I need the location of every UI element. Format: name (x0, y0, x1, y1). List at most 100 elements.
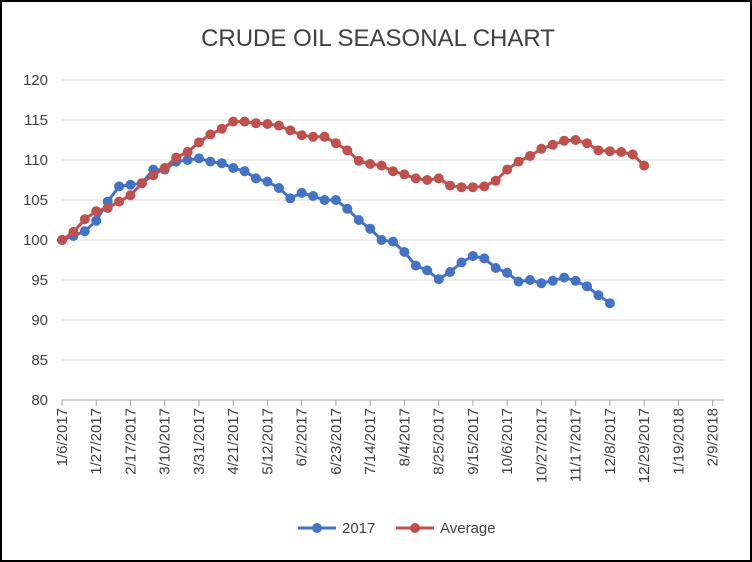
x-tick-label: 9/15/2017 (465, 408, 482, 475)
chart-title: CRUDE OIL SEASONAL CHART (201, 25, 555, 52)
data-point-2017 (513, 276, 524, 287)
data-point-average (262, 119, 273, 129)
x-tick-label: 8/25/2017 (431, 408, 448, 475)
data-point-average (114, 196, 125, 207)
y-tick-label: 95 (31, 272, 48, 289)
data-point-2017 (570, 275, 581, 286)
data-point-2017 (525, 275, 535, 285)
x-tick-label: 11/17/2017 (568, 408, 585, 482)
series-average (57, 116, 650, 245)
legend: 2017 Average (298, 520, 496, 537)
data-point-2017 (410, 260, 421, 271)
data-point-2017 (479, 253, 490, 264)
x-tick-label: 3/10/2017 (157, 408, 174, 475)
data-point-2017 (114, 181, 125, 192)
data-point-2017 (604, 298, 615, 309)
data-point-average (593, 145, 604, 156)
y-tick-label: 120 (23, 72, 48, 89)
data-point-average (353, 155, 364, 166)
data-point-2017 (79, 226, 90, 237)
data-point-average (194, 137, 204, 148)
data-point-2017 (273, 183, 284, 193)
data-point-average (308, 131, 319, 142)
data-point-2017 (536, 278, 547, 289)
y-tick-label: 110 (24, 152, 48, 169)
x-tick-label: 5/12/2017 (259, 408, 276, 475)
data-point-2017 (445, 267, 456, 277)
data-point-2017 (262, 176, 273, 187)
data-point-average (570, 135, 581, 145)
data-point-average (582, 138, 592, 149)
data-point-average (513, 156, 524, 167)
data-point-2017 (399, 247, 410, 257)
gridlines (62, 79, 724, 361)
y-tick-label: 105 (23, 192, 48, 209)
y-tick-label: 80 (31, 392, 48, 409)
data-point-2017 (456, 257, 467, 268)
data-point-2017 (125, 179, 136, 190)
data-point-2017 (251, 173, 261, 184)
data-point-2017 (490, 263, 501, 273)
data-point-average (159, 163, 170, 173)
data-point-average (273, 120, 284, 131)
data-point-average (388, 166, 398, 177)
x-tick-label: 6/23/2017 (328, 408, 345, 475)
data-point-2017 (91, 215, 102, 226)
x-tick-label: 1/27/2017 (88, 408, 105, 475)
data-point-2017 (330, 195, 341, 205)
y-tick-label: 85 (31, 352, 48, 369)
data-point-average (399, 169, 410, 180)
data-point-average (490, 175, 501, 186)
data-point-average (136, 178, 147, 189)
legend-item-2017: 2017 (298, 520, 375, 537)
data-point-average (285, 125, 296, 136)
data-point-average (296, 130, 307, 141)
legend-item-average: Average (396, 520, 496, 537)
legend-label: Average (440, 520, 496, 537)
data-point-2017 (593, 290, 604, 301)
data-point-average (547, 139, 558, 150)
series-line-average (61, 120, 646, 242)
data-point-2017 (582, 281, 592, 292)
data-point-average (171, 152, 182, 163)
data-point-2017 (365, 223, 376, 234)
legend-marker (410, 523, 420, 533)
data-point-2017 (216, 158, 227, 169)
data-point-2017 (319, 195, 330, 205)
data-point-average (125, 190, 136, 201)
x-tick-label: 12/8/2017 (602, 408, 619, 475)
data-point-average (205, 129, 216, 140)
data-point-2017 (502, 267, 513, 278)
series-2017 (57, 153, 615, 309)
x-tick-label: 8/4/2017 (396, 408, 413, 466)
x-tick-label: 3/31/2017 (191, 408, 208, 475)
data-point-2017 (285, 193, 296, 204)
data-point-2017 (342, 203, 353, 214)
data-point-2017 (422, 265, 433, 276)
data-point-average (102, 203, 113, 213)
legend-marker (312, 523, 322, 533)
x-tick-label: 10/6/2017 (499, 408, 516, 475)
data-point-average (433, 173, 444, 184)
data-point-2017 (376, 235, 387, 245)
x-tick-label: 6/2/2017 (294, 408, 311, 466)
series-layer (57, 116, 650, 309)
y-tick-label: 100 (23, 232, 48, 249)
data-point-2017 (559, 272, 570, 283)
data-point-average (365, 159, 376, 169)
data-point-average (456, 182, 467, 193)
data-point-average (330, 138, 341, 149)
data-point-2017 (547, 275, 558, 286)
data-point-average (639, 160, 650, 171)
y-tick-label: 115 (24, 112, 48, 129)
data-point-2017 (228, 163, 239, 173)
x-tick-label: 2/9/2018 (705, 408, 722, 466)
data-point-average (479, 181, 490, 192)
data-point-average (91, 206, 102, 217)
x-tick-label: 2/17/2017 (122, 408, 139, 475)
data-point-average (445, 180, 456, 191)
data-point-average (148, 170, 159, 181)
data-point-2017 (467, 251, 478, 261)
